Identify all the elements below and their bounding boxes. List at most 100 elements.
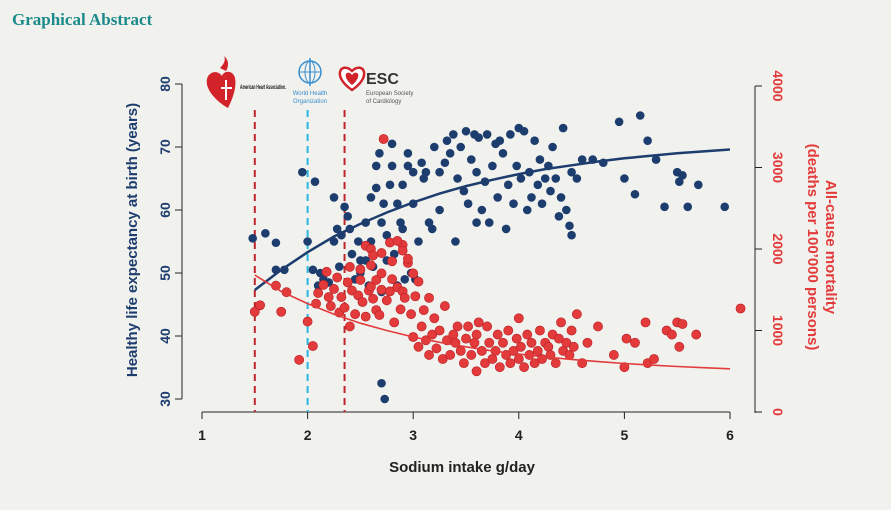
life-expectancy-point bbox=[261, 229, 270, 238]
y2-tick-label: 0 bbox=[770, 408, 786, 416]
mortality-point bbox=[381, 295, 392, 306]
life-expectancy-point bbox=[248, 234, 257, 243]
mortality-point bbox=[503, 325, 514, 336]
mortality-point bbox=[416, 321, 427, 332]
life-expectancy-point bbox=[512, 161, 521, 171]
mortality-point bbox=[630, 337, 640, 348]
mortality-point bbox=[255, 300, 265, 311]
mortality-point bbox=[397, 245, 408, 256]
life-expectancy-point bbox=[387, 161, 397, 171]
life-expectancy-point bbox=[651, 155, 661, 164]
life-expectancy-point bbox=[614, 117, 624, 127]
mortality-point bbox=[471, 329, 482, 340]
life-expectancy-points bbox=[248, 111, 730, 404]
life-expectancy-point bbox=[527, 193, 536, 202]
life-expectancy-point bbox=[377, 378, 386, 388]
mortality-point bbox=[357, 297, 368, 307]
life-expectancy-point bbox=[445, 149, 455, 158]
mortality-point bbox=[437, 354, 448, 364]
mortality-point bbox=[424, 350, 434, 360]
mortality-point bbox=[392, 235, 403, 246]
life-expectancy-point bbox=[417, 158, 426, 168]
y-tick-label: 60 bbox=[157, 202, 173, 218]
mortality-point bbox=[376, 248, 387, 258]
life-expectancy-point bbox=[720, 202, 730, 212]
life-expectancy-point bbox=[329, 237, 339, 246]
mortality-point bbox=[568, 341, 579, 352]
esc-logo-line2: of Cardiology bbox=[366, 99, 401, 105]
x-tick-label: 4 bbox=[515, 427, 523, 443]
mortality-point bbox=[561, 337, 572, 348]
life-expectancy-point bbox=[477, 205, 487, 215]
life-expectancy-fit-line bbox=[254, 148, 731, 291]
mortality-point bbox=[434, 325, 445, 336]
y-tick-label: 80 bbox=[157, 76, 173, 92]
life-expectancy-point bbox=[398, 224, 407, 234]
life-expectancy-point bbox=[451, 237, 460, 246]
mortality-point bbox=[482, 321, 493, 332]
mortality-points bbox=[249, 134, 746, 377]
life-expectancy-point bbox=[461, 126, 471, 136]
mortality-point bbox=[323, 292, 334, 302]
reference-lines bbox=[253, 110, 346, 412]
aha-heart-icon bbox=[206, 71, 236, 108]
mortality-point bbox=[448, 329, 459, 340]
mortality-point bbox=[498, 337, 508, 348]
mortality-point bbox=[385, 286, 395, 297]
y2-axis-label-line1: All-cause mortality bbox=[822, 180, 839, 315]
life-expectancy-point bbox=[472, 218, 481, 227]
y-tick-label: 30 bbox=[157, 391, 173, 407]
life-expectancy-point bbox=[474, 133, 483, 142]
life-expectancy-point bbox=[427, 224, 437, 234]
esc-logo-abbr: ESC bbox=[366, 71, 399, 88]
life-expectancy-point bbox=[558, 123, 568, 133]
life-expectancy-point bbox=[430, 142, 439, 152]
life-expectancy-point bbox=[353, 237, 363, 246]
mortality-point bbox=[329, 284, 339, 294]
life-expectancy-point bbox=[495, 136, 505, 145]
mortality-point bbox=[484, 337, 495, 348]
x-tick-label: 1 bbox=[198, 427, 206, 443]
life-expectancy-point bbox=[421, 167, 431, 177]
mortality-point bbox=[494, 362, 505, 373]
mortality-point bbox=[519, 362, 529, 373]
life-expectancy-point bbox=[303, 237, 312, 246]
life-expectancy-point bbox=[562, 205, 571, 215]
mortality-point bbox=[466, 350, 477, 360]
mortality-point bbox=[492, 329, 503, 340]
life-expectancy-point bbox=[482, 130, 492, 139]
esc-logo-line1: European Society bbox=[366, 91, 413, 97]
life-expectancy-point bbox=[375, 149, 384, 158]
mortality-point bbox=[350, 309, 361, 320]
mortality-point bbox=[408, 268, 419, 279]
mortality-point bbox=[480, 358, 490, 368]
life-expectancy-point bbox=[340, 202, 349, 212]
x-axis-label: Sodium intake g/day bbox=[389, 459, 536, 476]
mortality-point bbox=[582, 337, 593, 348]
life-expectancy-point bbox=[400, 275, 410, 284]
x-tick-label: 3 bbox=[409, 427, 417, 443]
life-expectancy-point bbox=[501, 224, 511, 234]
life-expectancy-point bbox=[398, 180, 407, 190]
mortality-point bbox=[677, 319, 688, 329]
ticks: 1 2 3 4 5 6 30 40 50 60 70 80 0 1000 2000 3000 4000 bbox=[157, 70, 786, 443]
mortality-point bbox=[505, 358, 516, 368]
life-expectancy-point bbox=[620, 174, 629, 183]
life-expectancy-point bbox=[440, 158, 450, 168]
life-expectancy-point bbox=[271, 238, 281, 248]
mortality-point bbox=[368, 250, 378, 261]
mortality-point bbox=[366, 281, 376, 292]
mortality-point bbox=[313, 288, 324, 298]
mortality-point bbox=[556, 317, 566, 328]
mortality-point bbox=[332, 272, 343, 283]
life-expectancy-point bbox=[506, 130, 515, 139]
life-expectancy-point bbox=[387, 139, 397, 149]
mortality-point bbox=[735, 303, 746, 314]
mortality-point bbox=[445, 350, 456, 360]
mortality-point bbox=[431, 343, 442, 354]
mortality-point bbox=[387, 256, 397, 267]
life-expectancy-point bbox=[371, 161, 381, 171]
mortality-point bbox=[461, 333, 471, 344]
life-expectancy-point bbox=[463, 199, 473, 208]
mortality-point bbox=[619, 362, 630, 373]
